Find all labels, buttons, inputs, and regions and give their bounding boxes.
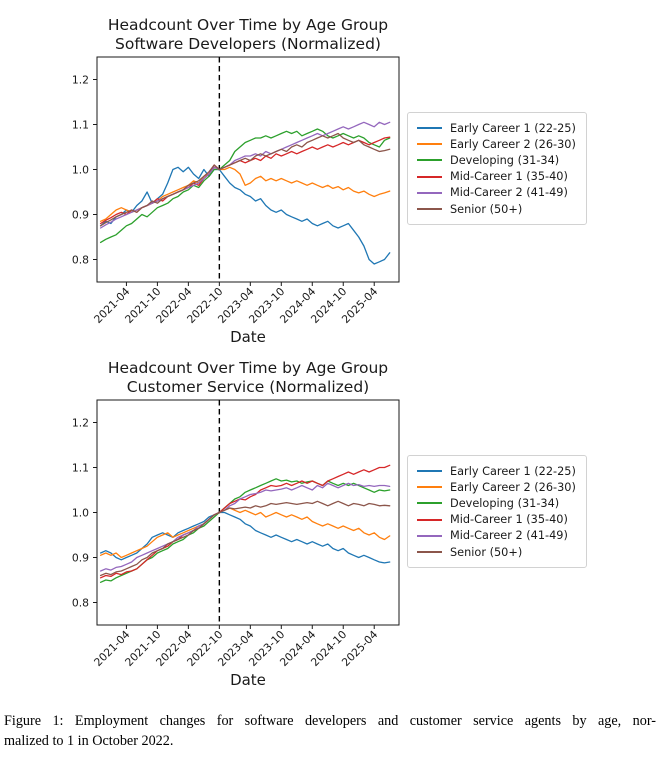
legend-line-swatch: [417, 208, 442, 211]
legend-item: Senior (50+): [417, 546, 576, 559]
legend-line-swatch: [417, 175, 442, 178]
legend-line-swatch: [417, 486, 442, 489]
y-tick-label: 0.9: [72, 551, 89, 564]
legend-line-swatch: [417, 143, 442, 146]
legend-item: Early Career 2 (26-30): [417, 138, 576, 151]
legend-item: Early Career 1 (22-25): [417, 465, 576, 478]
y-tick-label: 0.8: [72, 253, 89, 266]
chart-subtitle: Software Developers (Normalized): [115, 34, 381, 53]
legend-item-label: Mid-Career 1 (35-40): [450, 170, 568, 184]
x-axis-label: Date: [230, 671, 266, 689]
series-line-senior-50: [99, 132, 391, 227]
series-line-mid-career-1-35-40: [99, 464, 391, 579]
y-tick-label: 0.8: [72, 596, 89, 609]
legend-item-label: Developing (31-34): [450, 153, 560, 167]
series-line-early-career-2-26-30: [99, 507, 391, 559]
legend-line-swatch: [417, 127, 442, 130]
legend: Early Career 1 (22-25) Early Career 2 (26…: [407, 112, 587, 226]
legend: Early Career 1 (22-25) Early Career 2 (26…: [407, 455, 587, 569]
series-line-developing-31-34: [99, 128, 391, 244]
legend-item-label: Developing (31-34): [450, 496, 560, 510]
y-tick-label: 1.1: [72, 461, 89, 474]
legend-item: Mid-Career 1 (35-40): [417, 170, 576, 183]
legend-item: Mid-Career 2 (41-49): [417, 529, 576, 542]
legend-item-label: Mid-Career 1 (35-40): [450, 513, 568, 527]
series-line-mid-career-1-35-40: [99, 136, 391, 225]
series-line-early-career-1-22-25: [99, 511, 391, 564]
y-tick-label: 0.9: [72, 208, 89, 221]
legend-line-swatch: [417, 470, 442, 473]
legend-item: Developing (31-34): [417, 154, 576, 167]
axes-box: [96, 56, 400, 283]
legend-line-swatch: [417, 502, 442, 505]
legend-item-label: Early Career 1 (22-25): [450, 464, 576, 478]
legend-line-swatch: [417, 534, 442, 537]
chart-subtitle: Customer Service (Normalized): [126, 377, 370, 396]
legend-item: Mid-Career 1 (35-40): [417, 513, 576, 526]
figure-caption: Figure 1: Employment changes for softwar…: [4, 711, 656, 751]
x-axis-label: Date: [230, 328, 266, 346]
plot-canvas-software-developers: 0.80.91.01.11.22021-042021-102022-042022…: [72, 56, 400, 326]
series-line-senior-50: [99, 500, 391, 577]
legend-item: Senior (50+): [417, 203, 576, 216]
axes-box: [96, 399, 400, 626]
caption-line-2: malized to 1 in October 2022.: [4, 733, 174, 750]
y-tick-label: 1.2: [72, 73, 89, 86]
legend-item: Developing (31-34): [417, 497, 576, 510]
legend-line-swatch: [417, 191, 442, 194]
series-line-early-career-1-22-25: [99, 166, 391, 265]
y-tick-label: 1.1: [72, 118, 89, 131]
series-line-mid-career-2-41-49: [99, 121, 391, 229]
series-line-developing-31-34: [99, 478, 391, 583]
legend-item-label: Senior (50+): [450, 545, 523, 559]
chart-customer-service: Headcount Over Time by Age Group Custome…: [0, 343, 660, 689]
chart-title-block: Headcount Over Time by Age Group Custome…: [97, 359, 399, 397]
y-tick-label: 1.0: [72, 163, 89, 176]
chart-title: Headcount Over Time by Age Group: [107, 359, 389, 377]
legend-item-label: Early Career 2 (26-30): [450, 137, 576, 151]
legend-item-label: Early Career 2 (26-30): [450, 480, 576, 494]
legend-line-swatch: [417, 159, 442, 162]
legend-item-label: Early Career 1 (22-25): [450, 121, 576, 135]
legend-item-label: Mid-Career 2 (41-49): [450, 529, 568, 543]
plot-canvas-customer-service: 0.80.91.01.11.22021-042021-102022-042022…: [72, 399, 400, 669]
legend-line-swatch: [417, 518, 442, 521]
chart-title: Headcount Over Time by Age Group: [107, 16, 389, 34]
series-line-mid-career-2-41-49: [99, 482, 391, 572]
chart-title-block: Headcount Over Time by Age Group Softwar…: [97, 16, 399, 54]
legend-item-label: Senior (50+): [450, 202, 523, 216]
y-tick-label: 1.0: [72, 506, 89, 519]
legend-item: Mid-Career 2 (41-49): [417, 186, 576, 199]
legend-item: Early Career 2 (26-30): [417, 481, 576, 494]
chart-software-developers: Headcount Over Time by Age Group Softwar…: [0, 0, 660, 346]
legend-line-swatch: [417, 551, 442, 554]
legend-item: Early Career 1 (22-25): [417, 122, 576, 135]
caption-line-1: Figure 1: Employment changes for softwar…: [4, 713, 656, 729]
y-tick-label: 1.2: [72, 416, 89, 429]
legend-item-label: Mid-Career 2 (41-49): [450, 186, 568, 200]
